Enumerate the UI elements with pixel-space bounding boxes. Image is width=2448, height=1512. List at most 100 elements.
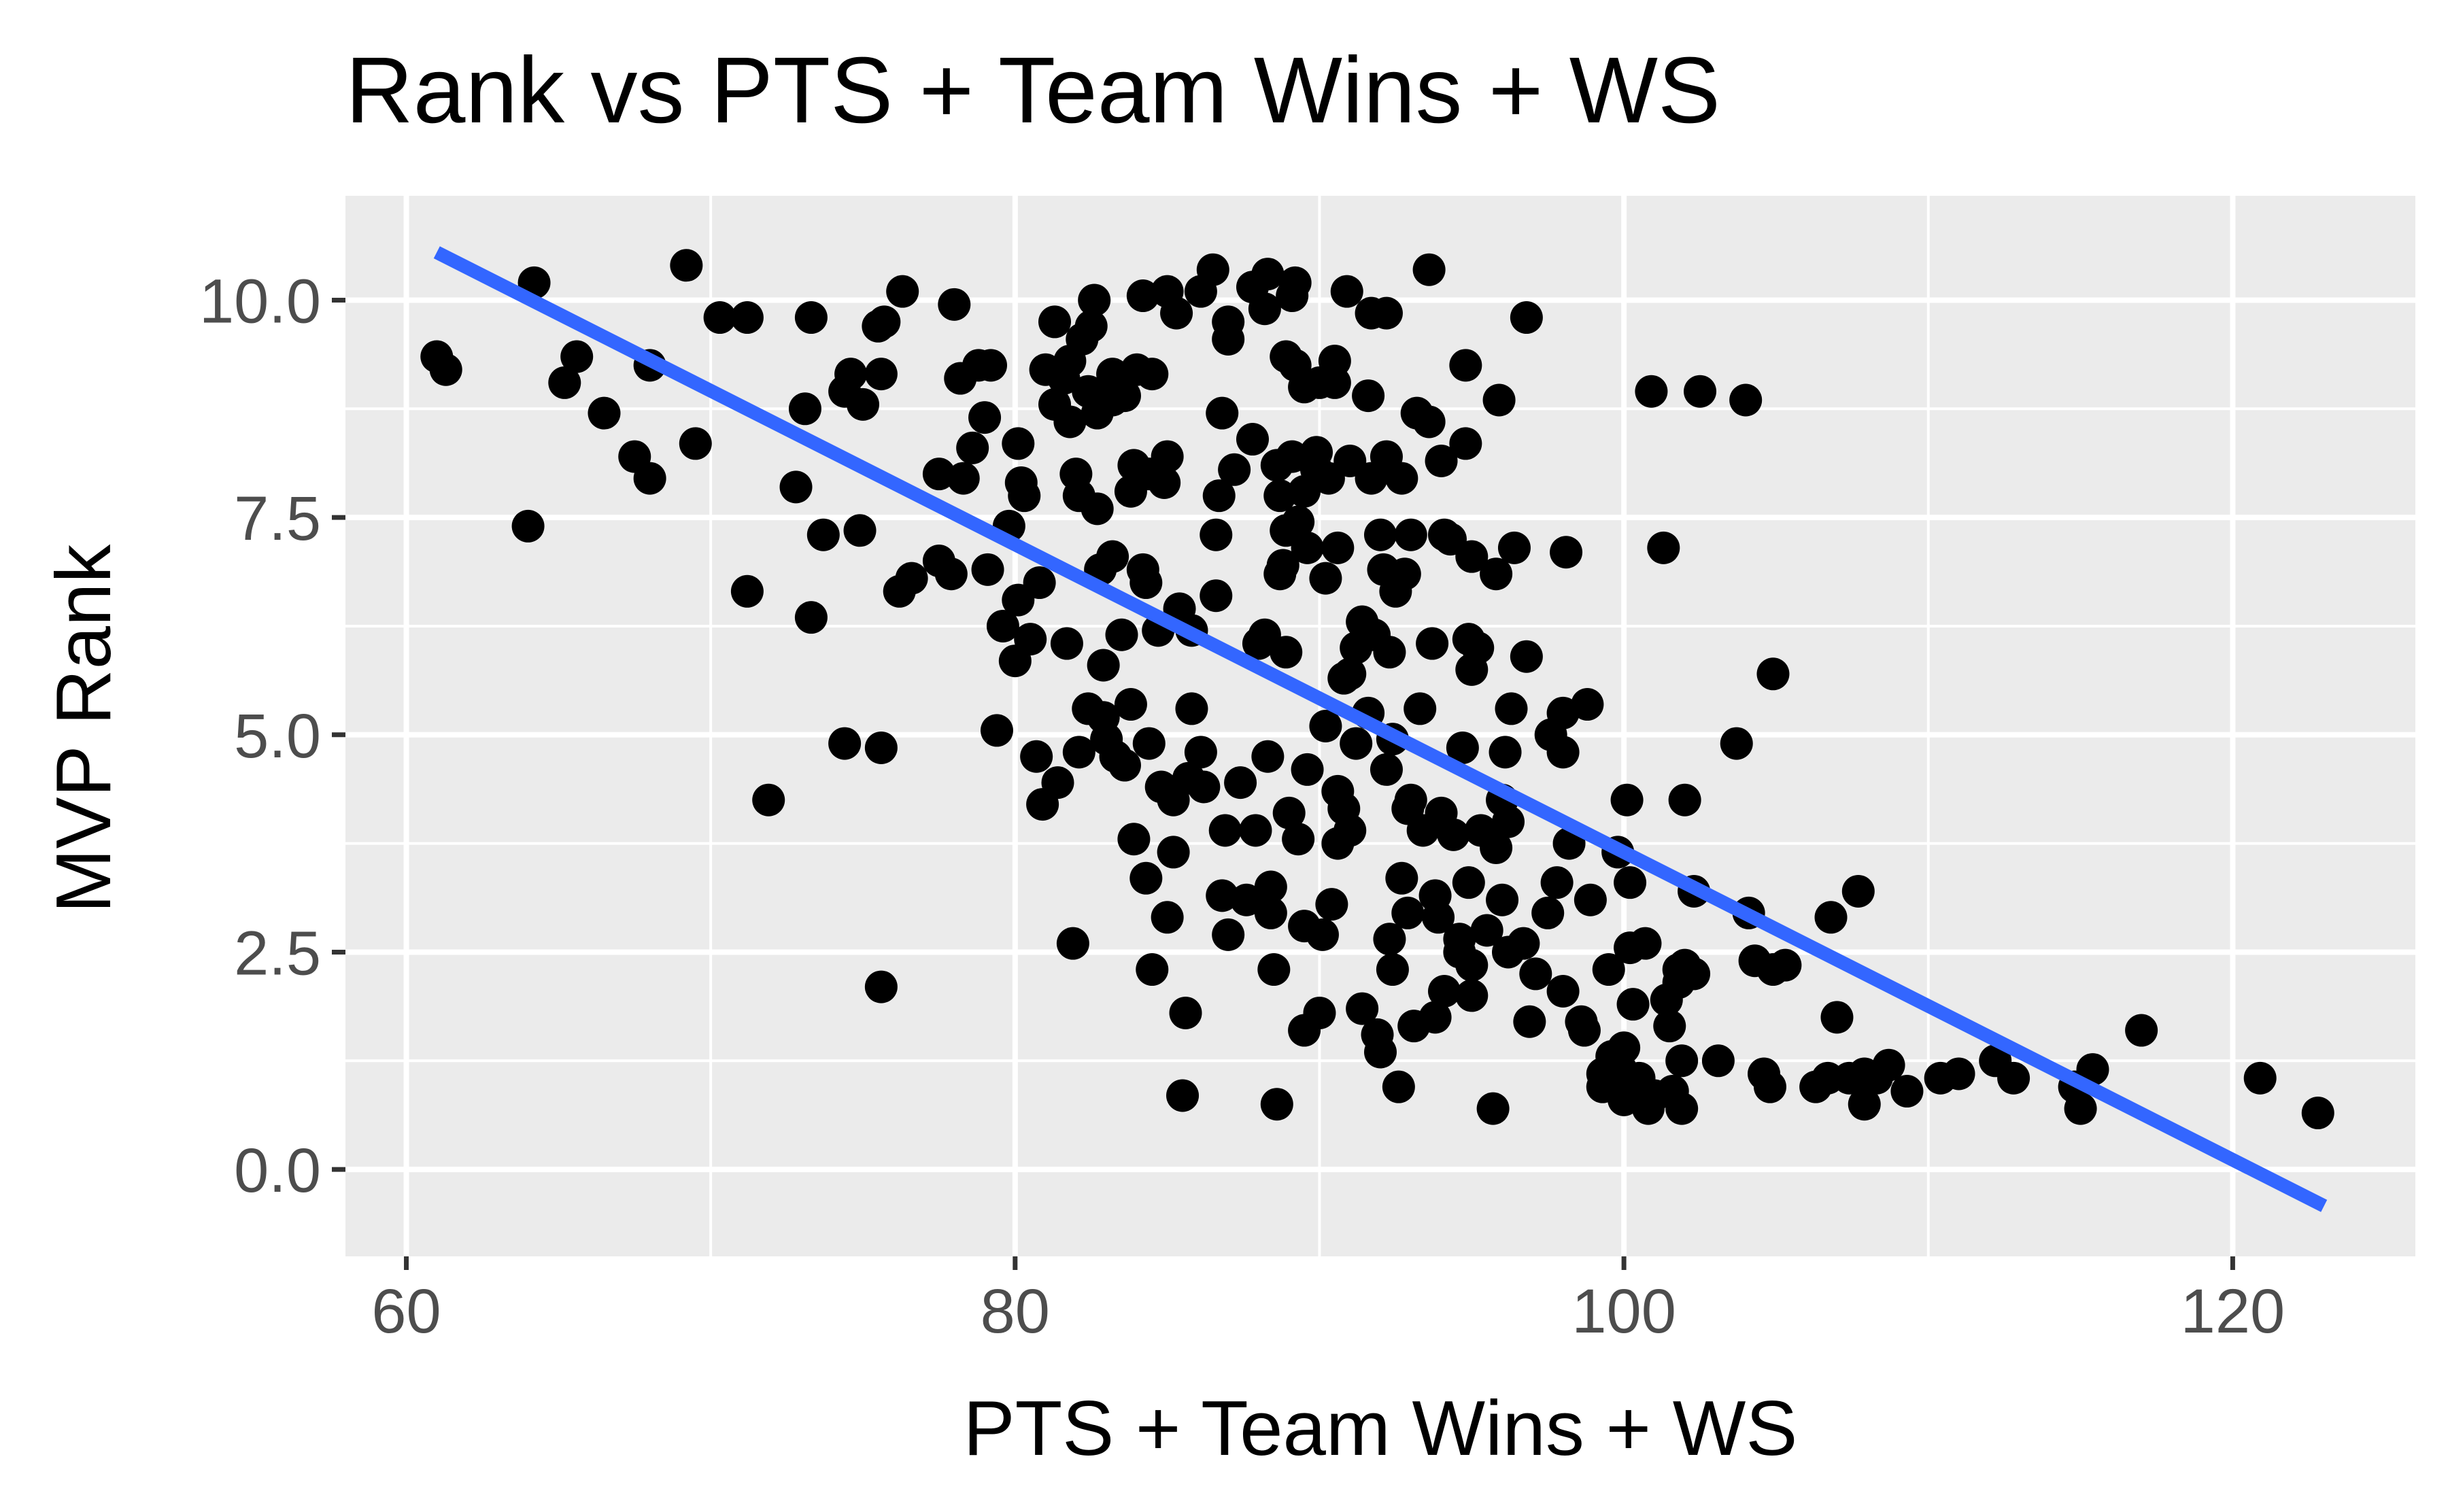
data-point	[1756, 657, 1790, 691]
data-point	[1291, 753, 1324, 786]
data-point	[1282, 505, 1315, 538]
data-point	[1251, 258, 1285, 291]
data-point	[1132, 727, 1166, 760]
data-point	[1382, 1070, 1415, 1103]
data-point	[1206, 879, 1239, 912]
y-tick-label: 7.5	[234, 484, 321, 553]
data-point	[1550, 536, 1583, 569]
data-point	[1291, 531, 1324, 564]
data-point	[1136, 358, 1169, 391]
data-point	[1668, 783, 1701, 817]
data-point	[752, 783, 785, 817]
data-point	[1665, 1044, 1699, 1078]
data-point	[864, 358, 898, 391]
data-point	[1519, 957, 1552, 991]
x-axis-ticks: 60 80 100 120	[371, 1256, 2285, 1346]
data-point	[1224, 766, 1257, 800]
data-point	[1848, 1088, 1881, 1121]
scatter-points	[420, 249, 2334, 1130]
data-point	[1053, 405, 1087, 439]
data-point	[834, 358, 868, 391]
data-point	[1263, 479, 1297, 513]
data-point	[1492, 805, 1525, 838]
data-point	[1151, 901, 1184, 934]
minor-gridlines	[345, 196, 2415, 1256]
data-point	[1333, 814, 1367, 847]
data-point	[1571, 688, 1604, 721]
data-point	[1391, 896, 1425, 929]
data-point	[1157, 836, 1190, 869]
y-axis-ticks: 0.0 2.5 5.0 7.5 10.0	[199, 267, 345, 1205]
data-point	[1272, 796, 1306, 829]
data-point	[1239, 814, 1272, 847]
data-point	[1175, 692, 1208, 725]
data-point	[429, 353, 462, 386]
data-point	[1678, 957, 1711, 991]
data-point	[1306, 918, 1339, 951]
data-point	[1890, 1075, 1924, 1108]
data-point	[1166, 1079, 1200, 1112]
data-point	[1540, 866, 1574, 899]
data-point	[1482, 383, 1516, 417]
data-point	[1340, 727, 1373, 760]
data-point	[1160, 296, 1193, 330]
data-point	[1461, 631, 1495, 664]
data-point	[1236, 423, 1269, 456]
data-point	[1412, 253, 1446, 286]
data-point	[1510, 640, 1543, 673]
data-point	[703, 301, 736, 334]
data-point	[1315, 888, 1348, 921]
data-point	[1196, 253, 1229, 286]
data-point	[1105, 618, 1138, 651]
y-tick-label: 0.0	[234, 1136, 321, 1205]
data-point	[1270, 636, 1303, 669]
data-point	[1126, 279, 1159, 313]
data-point	[511, 509, 545, 543]
data-point	[730, 301, 764, 334]
data-point	[1507, 927, 1540, 960]
data-point	[1333, 657, 1367, 691]
data-point	[1303, 996, 1336, 1029]
data-point	[956, 431, 989, 464]
data-point	[1449, 427, 1482, 460]
data-point	[1592, 953, 1625, 986]
data-point	[1769, 948, 1802, 982]
data-point	[1684, 375, 1717, 408]
x-tick-label: 80	[981, 1277, 1050, 1346]
data-point	[980, 714, 1013, 747]
data-point	[1720, 727, 1753, 760]
data-point	[1729, 383, 1763, 417]
data-point	[1136, 953, 1169, 986]
data-point	[1056, 927, 1089, 960]
data-point	[864, 970, 898, 1003]
data-point	[670, 249, 703, 282]
data-point	[1567, 1014, 1601, 1047]
data-point	[1452, 866, 1485, 899]
data-point	[1206, 396, 1239, 430]
data-point	[864, 731, 898, 764]
data-point	[1151, 440, 1184, 473]
data-point	[1129, 566, 1163, 600]
data-point	[1614, 866, 1647, 899]
data-point	[986, 609, 1019, 642]
data-point	[1078, 284, 1111, 317]
data-point	[1942, 1057, 1975, 1090]
data-point	[1020, 740, 1053, 773]
data-point	[1428, 975, 1461, 1008]
data-point	[1330, 275, 1363, 308]
data-point	[895, 562, 928, 595]
data-point	[1404, 692, 1437, 725]
data-point	[1455, 540, 1489, 573]
y-tick-label: 2.5	[234, 918, 321, 988]
data-point	[1446, 731, 1479, 764]
data-point	[1449, 349, 1482, 382]
data-point	[1346, 992, 1379, 1025]
data-point	[1470, 914, 1503, 947]
x-tick-label: 120	[2181, 1277, 2285, 1346]
data-point	[1647, 531, 1680, 564]
data-point	[868, 305, 901, 339]
data-point	[679, 427, 712, 460]
y-axis-title: MVP Rank	[41, 544, 127, 914]
data-point	[1510, 301, 1543, 334]
data-point	[1385, 462, 1418, 495]
